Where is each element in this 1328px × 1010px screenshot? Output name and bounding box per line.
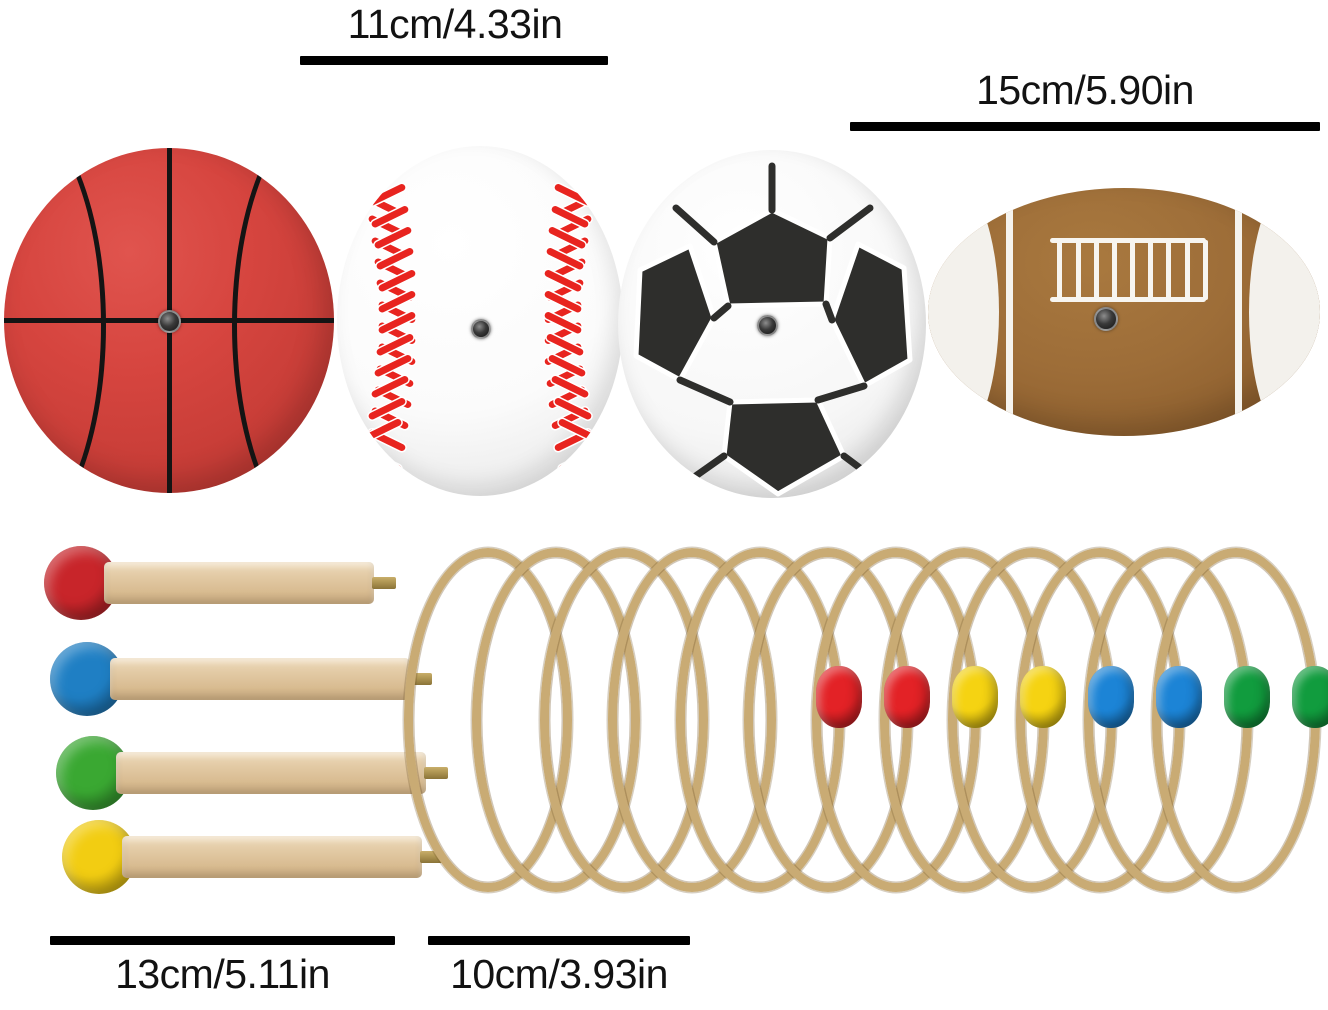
football-lace-tick bbox=[1148, 239, 1154, 301]
bead-blue-1 bbox=[1088, 666, 1134, 728]
peg-blue-shaft bbox=[110, 658, 410, 700]
football-icon bbox=[928, 188, 1320, 436]
football-lace-tick bbox=[1111, 239, 1117, 301]
peg-green-shaft bbox=[116, 752, 426, 794]
baseball-stitch bbox=[557, 449, 597, 474]
baseball-stitch bbox=[363, 161, 403, 186]
dimension-annotation-football: 15cm/5.90in bbox=[850, 70, 1320, 131]
football-valve-icon bbox=[1094, 306, 1119, 331]
football-lace-tick bbox=[1184, 239, 1190, 301]
soccer-valve-icon bbox=[756, 315, 778, 336]
basketball-icon bbox=[4, 148, 334, 493]
football-stripe-right bbox=[1234, 188, 1242, 436]
peg-yellow bbox=[62, 820, 446, 894]
bead-red-1 bbox=[816, 666, 862, 728]
dimension-annotation-pegs: 13cm/5.11in bbox=[50, 936, 395, 995]
peg-red-screw bbox=[372, 577, 396, 589]
dimension-label-football: 15cm/5.90in bbox=[976, 67, 1194, 113]
peg-green bbox=[56, 736, 450, 810]
dimension-annotation-balls-small: 11cm/4.33in bbox=[300, 4, 610, 65]
dimension-bar-pegs bbox=[50, 936, 395, 945]
baseball-stitch bbox=[557, 161, 597, 186]
football-cap-left bbox=[928, 188, 999, 436]
dimension-annotation-rings: 10cm/3.93in bbox=[428, 936, 690, 995]
rope-ring-group bbox=[404, 548, 1328, 898]
football-body bbox=[928, 188, 1320, 436]
dimension-bar-football bbox=[850, 122, 1320, 131]
soccer-ball-icon bbox=[618, 150, 926, 498]
football-laces bbox=[1049, 237, 1208, 303]
baseball-stitches-left bbox=[359, 161, 419, 474]
football-cap-right bbox=[1249, 188, 1320, 436]
football-lace-line-bottom bbox=[1049, 297, 1207, 303]
football-lace-tick bbox=[1093, 239, 1099, 301]
dimension-bar-balls-small bbox=[300, 56, 608, 65]
dimension-bar-rings bbox=[428, 936, 690, 945]
bead-green-2 bbox=[1292, 666, 1328, 728]
baseball-stitch bbox=[363, 449, 403, 474]
bead-yellow-1 bbox=[952, 666, 998, 728]
baseball-stitches-right bbox=[541, 161, 601, 474]
football-lace-tick bbox=[1130, 239, 1136, 301]
football-lace-tick bbox=[1075, 239, 1081, 301]
basketball-valve-icon bbox=[158, 309, 181, 333]
bead-green-1 bbox=[1224, 666, 1270, 728]
dimension-label-rings: 10cm/3.93in bbox=[450, 951, 668, 997]
bead-yellow-2 bbox=[1020, 666, 1066, 728]
football-stripe-left bbox=[1006, 188, 1014, 436]
dimension-label-balls-small: 11cm/4.33in bbox=[347, 1, 563, 47]
peg-blue bbox=[50, 642, 434, 716]
dimension-label-pegs: 13cm/5.11in bbox=[115, 951, 330, 997]
peg-red-shaft bbox=[104, 562, 374, 604]
football-lace-tick bbox=[1057, 239, 1063, 301]
bead-red-2 bbox=[884, 666, 930, 728]
peg-red bbox=[44, 546, 398, 620]
baseball-valve-icon bbox=[471, 319, 491, 339]
soccer-panels bbox=[633, 162, 913, 497]
football-lace-line-top bbox=[1049, 237, 1207, 243]
peg-yellow-shaft bbox=[122, 836, 422, 878]
football-lace-tick bbox=[1202, 239, 1208, 301]
bead-blue-2 bbox=[1156, 666, 1202, 728]
baseball-icon bbox=[337, 146, 623, 496]
football-lace-tick bbox=[1166, 239, 1172, 301]
